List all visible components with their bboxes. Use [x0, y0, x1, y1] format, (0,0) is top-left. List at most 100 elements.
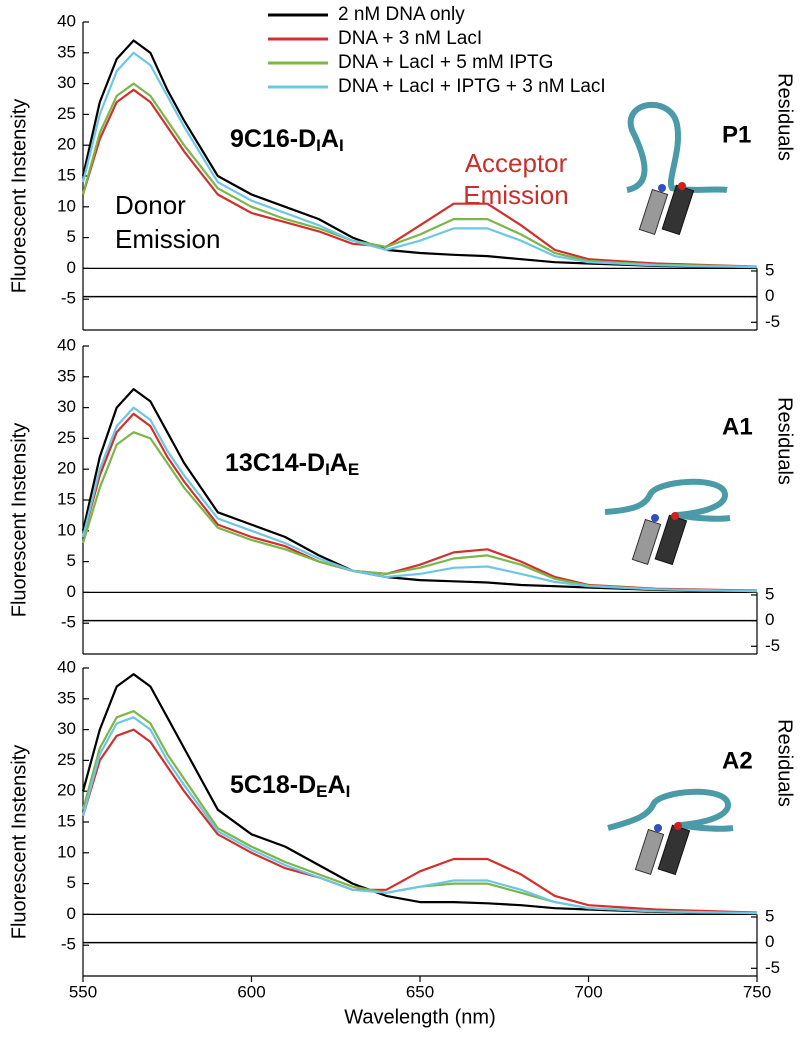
- x-tick-label: 750: [743, 982, 771, 1001]
- dna-loop: [626, 101, 728, 193]
- x-tick-label: 700: [574, 982, 602, 1001]
- y-tick-label: 40: [57, 335, 76, 354]
- y2-tick-label: 5: [765, 260, 774, 279]
- acceptor-dot: [678, 182, 686, 190]
- series-line: [81, 431, 758, 593]
- y-tick-label: 40: [57, 657, 76, 676]
- y-tick-label: 0: [67, 258, 76, 277]
- y-tick-label: 5: [67, 873, 76, 892]
- panel-title: 9C16-DIAI: [230, 125, 344, 156]
- y-tick-label: 30: [57, 73, 76, 92]
- panel-tag: A1: [722, 413, 753, 440]
- y2-tick-label: 0: [765, 286, 774, 305]
- panel-title-part: I: [316, 136, 321, 155]
- y-tick-label: 10: [57, 196, 76, 215]
- y-tick-label: 20: [57, 135, 76, 154]
- y-tick-label: 35: [57, 42, 76, 61]
- donor-dot: [658, 184, 666, 192]
- y2-axis-label: Residuals: [774, 719, 796, 807]
- y-tick-label: 25: [57, 104, 76, 123]
- donor-dye: [638, 188, 669, 236]
- panel-title-part: A: [321, 125, 339, 153]
- series-line: [81, 406, 758, 593]
- y2-tick-label: -5: [765, 958, 780, 977]
- y-tick-label: 0: [67, 582, 76, 601]
- annotation: Acceptor: [465, 148, 568, 178]
- series-line: [81, 82, 758, 268]
- panel-title-part: E: [316, 782, 327, 801]
- legend-label: DNA + LacI + 5 mM IPTG: [338, 52, 553, 73]
- y-tick-label: 35: [57, 366, 76, 385]
- x-tick-label: 650: [406, 982, 434, 1001]
- y-tick-label: -5: [61, 289, 76, 308]
- y2-tick-label: 0: [765, 610, 774, 629]
- y-tick-label: 15: [57, 811, 76, 830]
- x-axis-label: Wavelength (nm): [344, 1006, 496, 1028]
- y2-tick-label: 5: [765, 906, 774, 925]
- y-tick-label: 30: [57, 397, 76, 416]
- legend-label: DNA + 3 nM LacI: [338, 28, 482, 49]
- series-line: [81, 51, 758, 269]
- dna-loop: [607, 788, 734, 832]
- y-axis-label: Fluorescent Instensity: [8, 99, 30, 294]
- acceptor-dye: [661, 184, 695, 236]
- y-tick-label: 0: [67, 904, 76, 923]
- series-line: [81, 728, 758, 914]
- series-line: [81, 710, 758, 915]
- dna-icon: [607, 788, 734, 876]
- y-axis-label: Fluorescent Instensity: [8, 423, 30, 618]
- donor-dot: [654, 824, 662, 832]
- series-line: [81, 412, 758, 592]
- panel-title: 5C18-DEAI: [230, 771, 350, 802]
- acceptor-dye: [654, 514, 688, 566]
- panel-tag: A2: [722, 747, 753, 774]
- series-line: [81, 716, 758, 915]
- donor-dye: [631, 518, 662, 566]
- panel-title: 13C14-DIAE: [225, 449, 359, 480]
- y-tick-label: 15: [57, 165, 76, 184]
- panel-title-part: I: [325, 460, 330, 479]
- panel-title-part: 13C14-D: [225, 449, 325, 477]
- y-tick-label: 40: [57, 11, 76, 30]
- dna-icon: [626, 101, 728, 236]
- legend-label: DNA + LacI + IPTG + 3 nM LacI: [338, 76, 606, 97]
- y2-tick-label: -5: [765, 636, 780, 655]
- panel-title-part: 9C16-D: [230, 125, 316, 153]
- y2-tick-label: -5: [765, 312, 780, 331]
- donor-dot: [651, 514, 659, 522]
- y-tick-label: 35: [57, 688, 76, 707]
- series-line: [81, 39, 758, 269]
- y-tick-label: 15: [57, 489, 76, 508]
- y2-tick-label: 5: [765, 584, 774, 603]
- annotation: Donor: [115, 190, 186, 220]
- panel-title-part: A: [330, 449, 348, 477]
- y-tick-label: 20: [57, 459, 76, 478]
- legend-label: 2 nM DNA only: [338, 4, 465, 25]
- x-tick-label: 550: [69, 982, 97, 1001]
- dna-loop: [604, 478, 731, 522]
- acceptor-dot: [674, 822, 682, 830]
- panel-title-part: E: [348, 460, 359, 479]
- series-line: [81, 88, 758, 268]
- acceptor-dot: [671, 512, 679, 520]
- panel-title-part: I: [339, 136, 344, 155]
- y2-axis-label: Residuals: [774, 397, 796, 485]
- y2-axis-label: Residuals: [774, 73, 796, 161]
- annotation: Emission: [115, 224, 220, 254]
- y-tick-label: 25: [57, 428, 76, 447]
- series-line: [81, 388, 758, 593]
- panel-title-part: 5C18-D: [230, 771, 316, 799]
- y-tick-label: 10: [57, 520, 76, 539]
- annotation: Emission: [463, 180, 568, 210]
- panel-title-part: I: [346, 782, 351, 801]
- y-tick-label: -5: [61, 613, 76, 632]
- y-tick-label: 10: [57, 842, 76, 861]
- x-tick-label: 600: [237, 982, 265, 1001]
- y-tick-label: -5: [61, 935, 76, 954]
- series-line: [81, 673, 758, 915]
- dna-icon: [604, 478, 731, 566]
- panel-tag: P1: [722, 121, 751, 148]
- y-tick-label: 20: [57, 781, 76, 800]
- y-tick-label: 25: [57, 750, 76, 769]
